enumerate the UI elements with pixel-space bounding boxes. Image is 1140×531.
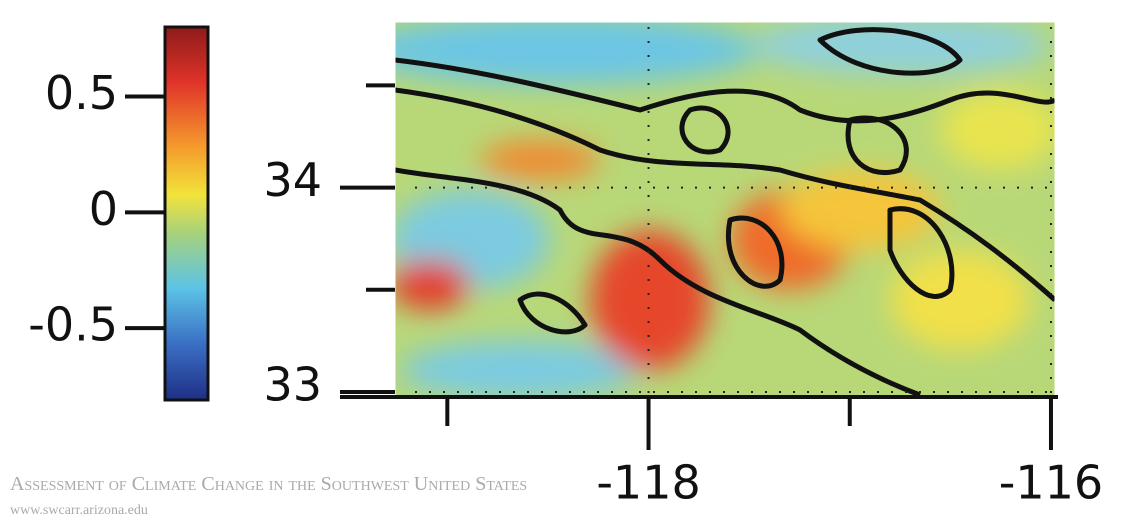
x-tick-label: -118 bbox=[596, 456, 700, 510]
colorbar-tick-label: -0.5 bbox=[28, 298, 118, 352]
heat-field bbox=[395, 22, 1055, 397]
colorbar-tick-label: 0 bbox=[89, 182, 118, 236]
footer-title: Assessment of Climate Change in the Sout… bbox=[10, 473, 527, 495]
colorbar-tick-label: 0.5 bbox=[45, 66, 118, 120]
y-tick-label: 34 bbox=[263, 153, 322, 207]
y-tick-label: 33 bbox=[263, 358, 322, 412]
x-tick-label: -116 bbox=[999, 456, 1103, 510]
colorbar bbox=[163, 25, 210, 402]
footer-url: www.swcarr.arizona.edu bbox=[10, 503, 148, 518]
